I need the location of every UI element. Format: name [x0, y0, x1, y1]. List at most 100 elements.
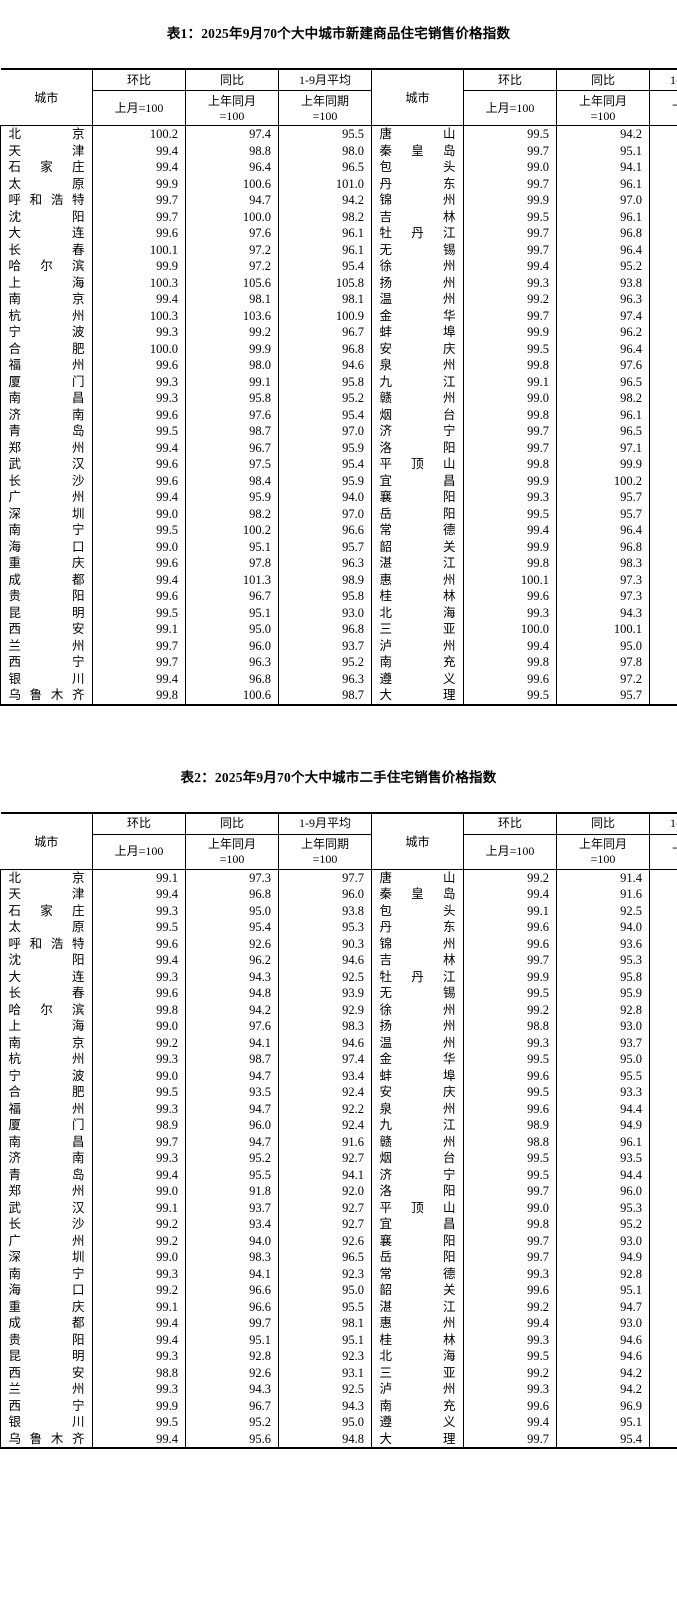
city-name-cell: 温州 [371, 1034, 464, 1051]
yoy-value: 97.2 [185, 258, 279, 275]
header-avg-sub-left: 上年同期 =100 [278, 833, 372, 870]
yoy-value: 98.2 [556, 390, 650, 407]
yoy-value: 94.2 [185, 1001, 279, 1018]
city-name-cell: 大连 [0, 968, 93, 985]
avg-value: 93.8 [278, 902, 372, 919]
yoy-value: 99.1 [185, 373, 279, 390]
city-name-cell: 福州 [0, 357, 93, 374]
city-name-cell: 广州 [0, 1232, 93, 1249]
mom-value: 99.1 [463, 902, 557, 919]
city-label: 无锡 [379, 242, 456, 257]
city-name-cell: 徐州 [371, 1001, 464, 1018]
table-row: 郑州 99.496.795.9 洛阳 99.797.195.0 [0, 439, 677, 456]
header-mom-sub-right-text: 上月=100 [485, 844, 535, 858]
mom-value: 99.4 [92, 489, 186, 506]
yoy-value: 95.2 [556, 1216, 650, 1233]
city-label: 昆明 [8, 1349, 85, 1363]
yoy-value: 95.1 [556, 142, 650, 159]
avg-value: 95.1 [278, 1331, 372, 1348]
table-row: 银川 99.496.896.3 遵义 99.697.296.7 [0, 670, 677, 687]
city-label: 岳阳 [379, 1250, 456, 1264]
city-name-cell: 北京 [0, 869, 93, 886]
header-avg-sub-left-l2: =100 [312, 108, 338, 123]
mom-value: 99.6 [463, 1100, 557, 1117]
city-label: 湛江 [379, 1299, 456, 1314]
header-mom-left: 环比 [92, 811, 186, 834]
avg-value: 97.0 [278, 505, 372, 522]
city-name-cell: 牡丹江 [371, 225, 464, 242]
yoy-value: 94.2 [556, 125, 650, 143]
yoy-value: 91.4 [556, 869, 650, 886]
avg-value: 97.3 [649, 654, 677, 671]
city-label: 北京 [8, 870, 85, 885]
city-name-cell: 南充 [371, 654, 464, 671]
city-label: 蚌埠 [379, 1068, 456, 1083]
avg-value: 92.3 [278, 1265, 372, 1282]
avg-value: 95.0 [649, 439, 677, 456]
city-label: 遵义 [379, 1415, 456, 1429]
city-name-cell: 石家庄 [0, 902, 93, 919]
city-label: 长春 [8, 986, 85, 1000]
yoy-value: 95.1 [185, 604, 279, 621]
yoy-value: 96.3 [185, 654, 279, 671]
table-2-head: 城市 环比 同比 1-9月平均 城市 环比 同比 1-9月平均 上月=100 上… [0, 811, 677, 870]
city-name-cell: 秦皇岛 [371, 886, 464, 903]
avg-value: 96.3 [278, 670, 372, 687]
mom-value: 99.0 [92, 538, 186, 555]
avg-value: 93.8 [649, 159, 677, 176]
city-name-cell: 银川 [0, 670, 93, 687]
city-name-cell: 无锡 [371, 241, 464, 258]
yoy-value: 95.4 [556, 1430, 650, 1449]
header-yoy-sub-right: 上年同月 =100 [556, 90, 650, 126]
mom-value: 99.4 [92, 439, 186, 456]
mom-value: 98.8 [463, 1133, 557, 1150]
mom-value: 99.5 [463, 208, 557, 225]
yoy-value: 94.7 [185, 1100, 279, 1117]
city-label: 宜昌 [379, 1217, 456, 1231]
city-name-cell: 兰州 [0, 1381, 93, 1398]
mom-value: 99.7 [463, 439, 557, 456]
avg-value: 90.8 [649, 1100, 677, 1117]
table-row: 银川 99.595.295.0 遵义 99.495.194.4 [0, 1414, 677, 1431]
table-row: 兰州 99.796.093.7 泸州 99.495.093.6 [0, 637, 677, 654]
yoy-value: 97.0 [556, 192, 650, 209]
city-label: 深圳 [8, 506, 85, 521]
city-label: 上海 [8, 275, 85, 290]
header-avg-sub-left-l1: 上年同期 [300, 837, 349, 851]
mom-value: 99.6 [463, 588, 557, 605]
table-row: 海口 99.095.195.7 韶关 99.996.895.2 [0, 538, 677, 555]
mom-value: 99.0 [92, 1067, 186, 1084]
city-name-cell: 牡丹江 [371, 968, 464, 985]
header-yoy-sub-right-l2: =100 [590, 108, 616, 123]
table-row: 宁波 99.399.296.7 蚌埠 99.996.294.6 [0, 324, 677, 341]
city-label: 南宁 [8, 523, 85, 537]
yoy-value: 99.9 [556, 456, 650, 473]
yoy-value: 95.0 [556, 637, 650, 654]
avg-value: 92.2 [278, 1100, 372, 1117]
avg-value: 94.8 [278, 1430, 372, 1449]
table-2: 城市 环比 同比 1-9月平均 城市 环比 同比 1-9月平均 上月=100 上… [0, 811, 677, 1450]
yoy-value: 94.6 [556, 1348, 650, 1365]
city-label: 长沙 [8, 473, 85, 488]
avg-value: 94.7 [649, 1166, 677, 1183]
yoy-value: 93.8 [556, 274, 650, 291]
header-avg-sub-right-l1: 上年同期 [650, 837, 677, 852]
mom-value: 99.6 [92, 406, 186, 423]
avg-value: 93.6 [649, 1298, 677, 1315]
mom-value: 98.9 [463, 1117, 557, 1134]
avg-value: 91.7 [649, 1018, 677, 1035]
mom-value: 99.7 [463, 225, 557, 242]
table-1-title: 表1：2025年9月70个大中城市新建商品住宅销售价格指数 [166, 26, 511, 41]
yoy-value: 93.6 [556, 935, 650, 952]
city-name-cell: 济南 [0, 406, 93, 423]
mom-value: 99.5 [463, 505, 557, 522]
mom-value: 99.3 [463, 1034, 557, 1051]
header-yoy-right: 同比 [556, 68, 650, 91]
city-label: 天津 [8, 887, 85, 901]
header-mom-sub-left-text: 上月=100 [114, 844, 164, 858]
mom-value: 99.7 [463, 175, 557, 192]
city-name-cell: 海口 [0, 1282, 93, 1299]
